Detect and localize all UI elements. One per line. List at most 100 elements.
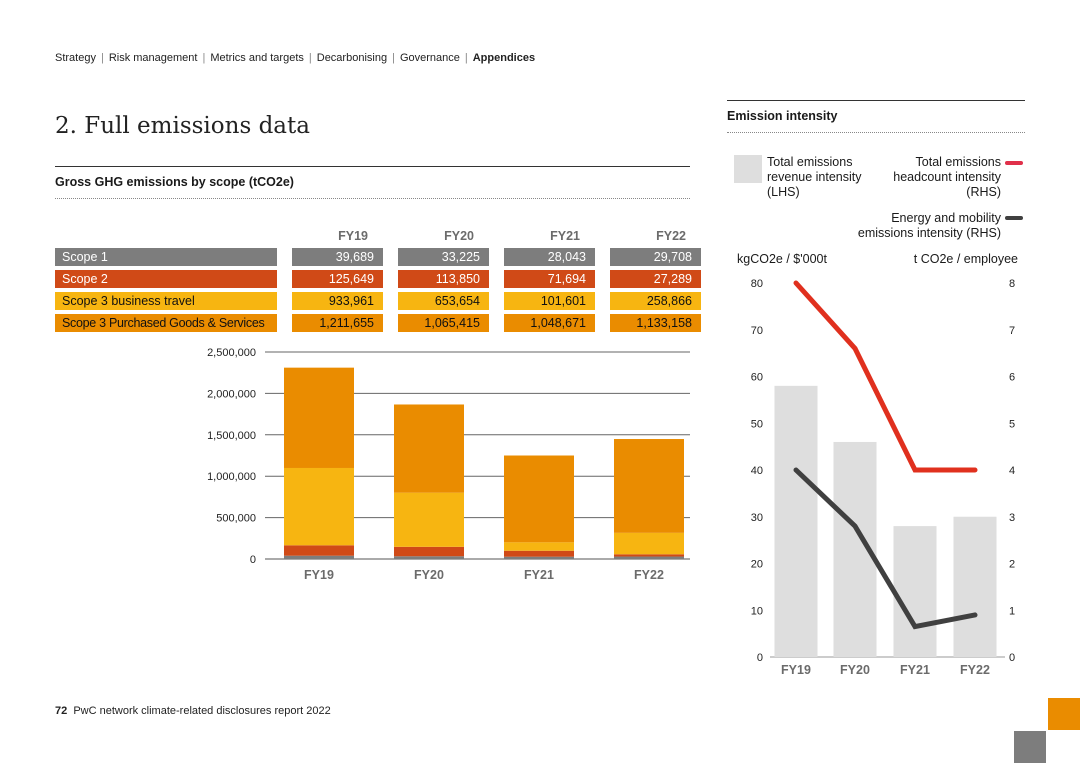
nav-item-metrics-and-targets[interactable]: Metrics and targets	[210, 52, 304, 64]
bar-scope-3-business-travel-fy21	[504, 542, 574, 551]
table-header-fy19: FY19	[338, 229, 368, 243]
page-number: 72	[55, 705, 68, 717]
right-y-tick-label: 6	[1009, 372, 1015, 384]
row-label: Scope 3 business travel	[55, 292, 277, 310]
row-label: Scope 1	[55, 248, 277, 266]
right-y-tick-label: 5	[1009, 418, 1015, 430]
right-y-tick-label: 8	[1009, 278, 1015, 290]
left-y-tick-label: 0	[757, 652, 763, 664]
bar-scope-1-fy19	[284, 555, 354, 559]
bar-scope-2-fy20	[394, 546, 464, 557]
y-tick-label: 0	[250, 554, 256, 566]
left-y-tick-label: 30	[751, 512, 763, 524]
table-row-scope-2: Scope 2 125,649 113,850 71,694 27,289	[55, 270, 701, 288]
table-header-fy22: FY22	[656, 229, 686, 243]
x-tick-label: FY22	[634, 568, 664, 582]
line-headcount-intensity	[793, 280, 978, 473]
bar-scope-2-fy19	[284, 545, 354, 556]
cell-value: 27,289	[610, 270, 701, 288]
bar-scope-1-fy20	[394, 556, 464, 559]
x-tick-label: FY21	[524, 568, 554, 582]
legend-label-headcount-intensity: Total emissions headcount intensity (RHS…	[893, 155, 1001, 199]
right-y-tick-label: 7	[1009, 325, 1015, 337]
bar-revenue-intensity-fy21	[893, 526, 937, 657]
page-footer: 72 PwC network climate-related disclosur…	[55, 705, 331, 717]
left-y-tick-label: 80	[751, 278, 763, 290]
table-row-scope-3-purchased-goods: Scope 3 Purchased Goods & Services 1,211…	[55, 314, 701, 332]
legend-swatch-energy-intensity	[1005, 216, 1023, 220]
y-tick-label: 500,000	[216, 513, 256, 525]
bar-scope-1-fy22	[614, 556, 684, 559]
bar-scope-1-fy21	[504, 556, 574, 559]
bar-scope-2-fy22	[614, 554, 684, 557]
emission-intensity-section-heading: Emission intensity	[727, 100, 1025, 133]
right-y-tick-label: 1	[1009, 605, 1015, 617]
cell-value: 113,850	[398, 270, 489, 288]
line-energy-intensity	[793, 467, 978, 630]
legend-swatch-revenue-intensity	[734, 155, 762, 183]
x-tick-label: FY20	[840, 663, 870, 677]
cell-value: 1,211,655	[292, 314, 383, 332]
page-title: 2. Full emissions data	[55, 113, 310, 139]
bar-scope-3-purchased-goods-services-fy20	[394, 404, 464, 493]
left-axis-unit: kgCO2e / $'000t	[737, 252, 827, 266]
cell-value: 653,654	[398, 292, 489, 310]
cell-value: 1,048,671	[504, 314, 595, 332]
table-header-fy21: FY21	[550, 229, 580, 243]
nav-item-strategy[interactable]: Strategy	[55, 52, 96, 64]
table-row-scope-3-business-travel: Scope 3 business travel 933,961 653,654 …	[55, 292, 701, 310]
x-tick-label: FY19	[304, 568, 334, 582]
bar-scope-3-business-travel-fy19	[284, 467, 354, 546]
cell-value: 1,065,415	[398, 314, 489, 332]
bar-scope-3-purchased-goods-services-fy21	[504, 455, 574, 543]
cell-value: 125,649	[292, 270, 383, 288]
cell-value: 71,694	[504, 270, 595, 288]
cell-value: 28,043	[504, 248, 595, 266]
cell-value: 39,689	[292, 248, 383, 266]
x-tick-label: FY20	[414, 568, 444, 582]
cell-value: 258,866	[610, 292, 701, 310]
left-y-tick-label: 50	[751, 418, 763, 430]
bar-scope-3-business-travel-fy22	[614, 532, 684, 555]
right-y-tick-label: 0	[1009, 652, 1015, 664]
x-tick-label: FY21	[900, 663, 930, 677]
bar-scope-3-business-travel-fy20	[394, 492, 464, 547]
legend-label-energy-intensity: Energy and mobility emissions intensity …	[857, 211, 1001, 240]
corner-block-orange	[1048, 698, 1080, 730]
left-y-tick-label: 40	[751, 465, 763, 477]
bar-revenue-intensity-fy22	[953, 516, 997, 657]
y-tick-label: 1,000,000	[207, 471, 256, 483]
gross-ghg-section-heading: Gross GHG emissions by scope (tCO2e)	[55, 166, 690, 199]
bar-revenue-intensity-fy19	[774, 385, 818, 657]
nav-item-decarbonising[interactable]: Decarbonising	[316, 52, 388, 64]
table-header-fy20: FY20	[444, 229, 474, 243]
legend-swatch-headcount-intensity	[1005, 161, 1023, 165]
row-label: Scope 2	[55, 270, 277, 288]
left-y-tick-label: 70	[751, 325, 763, 337]
right-axis-unit: t CO2e / employee	[913, 252, 1018, 266]
y-tick-label: 1,500,000	[207, 430, 256, 442]
nav-item-risk-management[interactable]: Risk management	[108, 52, 198, 64]
table-row-scope-1: Scope 1 39,689 33,225 28,043 29,708	[55, 248, 701, 266]
x-tick-label: FY22	[960, 663, 990, 677]
left-y-tick-label: 60	[751, 372, 763, 384]
left-y-tick-label: 20	[751, 559, 763, 571]
cell-value: 1,133,158	[610, 314, 701, 332]
bar-scope-3-purchased-goods-services-fy19	[284, 367, 354, 468]
legend-label-revenue-intensity: Total emissions revenue intensity (LHS)	[767, 155, 862, 199]
nav-item-governance[interactable]: Governance	[399, 52, 460, 64]
cell-value: 29,708	[610, 248, 701, 266]
cell-value: 933,961	[292, 292, 383, 310]
cell-value: 101,601	[504, 292, 595, 310]
breadcrumb-nav: Strategy | Risk management | Metrics and tar…	[55, 52, 536, 64]
bar-scope-2-fy21	[504, 550, 574, 557]
emissions-table: FY19 FY20 FY21 FY22 Scope 1 39,689 33,22…	[55, 224, 701, 336]
nav-item-appendices[interactable]: Appendices	[472, 52, 536, 64]
corner-block-grey	[1014, 731, 1046, 763]
y-tick-label: 2,500,000	[207, 347, 256, 359]
row-label: Scope 3 Purchased Goods & Services	[55, 314, 277, 332]
right-y-tick-label: 4	[1009, 465, 1015, 477]
x-tick-label: FY19	[781, 663, 811, 677]
